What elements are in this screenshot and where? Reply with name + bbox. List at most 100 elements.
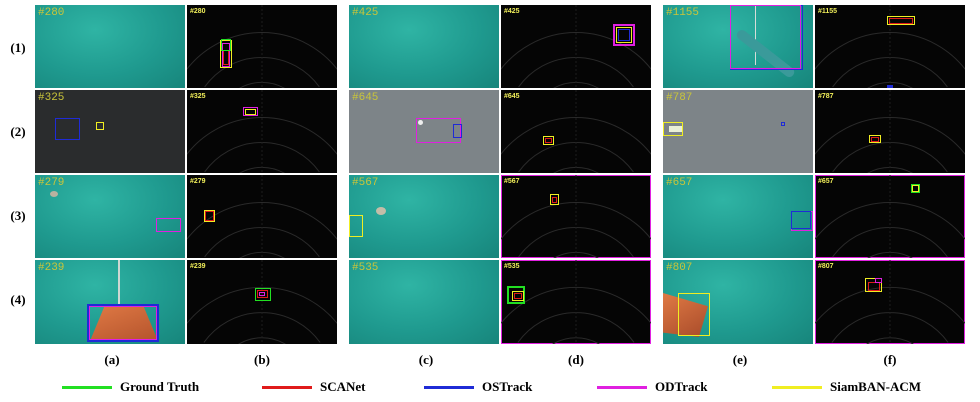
box-scanet bbox=[552, 197, 557, 203]
box-scanet bbox=[871, 137, 879, 142]
frame-number: #645 bbox=[352, 92, 379, 104]
camera-image-e4: #807 bbox=[663, 260, 813, 344]
box-ostrack bbox=[887, 85, 893, 88]
box-ground-truth bbox=[911, 184, 920, 193]
frame-number: #535 bbox=[504, 263, 520, 270]
frame-number: #425 bbox=[352, 7, 379, 19]
frame-number: #425 bbox=[504, 8, 520, 15]
sonar-range-arc bbox=[187, 202, 337, 240]
frame-number: #1155 bbox=[818, 8, 838, 15]
box-siamban bbox=[220, 40, 232, 68]
camera-image-c2: #645 bbox=[349, 90, 499, 173]
frame-number: #657 bbox=[666, 177, 693, 189]
frame-number: #280 bbox=[38, 7, 65, 19]
box-scanet bbox=[223, 50, 229, 65]
legend-swatch bbox=[597, 386, 647, 389]
frame-number: #535 bbox=[352, 262, 379, 274]
box-siamban bbox=[349, 215, 363, 237]
box-siamban bbox=[204, 210, 215, 222]
sonar-fan-outline bbox=[187, 260, 337, 344]
camera-image-c4: #535 bbox=[349, 260, 499, 344]
sonar-image-d3: #567 bbox=[501, 175, 651, 258]
sonar-fan-outline bbox=[187, 5, 337, 88]
sonar-range-arc bbox=[187, 117, 337, 155]
box-odtrack bbox=[156, 218, 181, 232]
camera-image-c3: #567 bbox=[349, 175, 499, 258]
box-scanet bbox=[205, 211, 214, 221]
box-siamban bbox=[616, 27, 632, 43]
box-odtrack bbox=[730, 5, 801, 69]
box-scanet bbox=[514, 293, 522, 299]
column-label-a: (a) bbox=[104, 352, 120, 367]
rope bbox=[755, 5, 756, 65]
box-siamban bbox=[865, 278, 882, 292]
box-siamban bbox=[912, 185, 919, 192]
sonar-image-f2: #787 bbox=[815, 90, 965, 173]
camera-image-c1: #425 bbox=[349, 5, 499, 88]
box-odtrack bbox=[222, 43, 230, 67]
box-scanet bbox=[545, 138, 552, 143]
sonar-fan-outline bbox=[501, 175, 651, 258]
frame-number: #279 bbox=[38, 177, 65, 189]
sonar-range-arc bbox=[501, 32, 651, 70]
sonar-fan-outline bbox=[501, 260, 651, 344]
box-ostrack bbox=[453, 124, 462, 138]
sonar-image-f3: #657 bbox=[815, 175, 965, 258]
row-label-2: (2) bbox=[10, 124, 26, 139]
sonar-image-f1: #1155 bbox=[815, 5, 965, 88]
box-siamban bbox=[887, 16, 915, 25]
camera-image-a2: #325 bbox=[35, 90, 185, 173]
box-ostrack bbox=[55, 118, 80, 140]
box-siamban bbox=[245, 109, 256, 115]
frame-number: #280 bbox=[190, 8, 206, 15]
legend-label: SiamBAN-ACM bbox=[830, 379, 921, 394]
legend-label: ODTrack bbox=[655, 379, 708, 394]
box-siamban bbox=[512, 291, 524, 301]
target-object bbox=[669, 126, 683, 132]
sonar-image-d4: #535 bbox=[501, 260, 651, 344]
box-odtrack bbox=[89, 306, 157, 340]
rope bbox=[118, 260, 120, 305]
frame-number: #279 bbox=[190, 178, 206, 185]
camera-image-a3: #279 bbox=[35, 175, 185, 258]
column-label-c: (c) bbox=[418, 352, 434, 367]
legend-swatch bbox=[262, 386, 312, 389]
sonar-range-arc bbox=[815, 202, 965, 240]
camera-image-e2: #787 bbox=[663, 90, 813, 173]
frame-number: #807 bbox=[818, 263, 834, 270]
camera-image-e1: #1155 bbox=[663, 5, 813, 88]
sonar-image-d2: #645 bbox=[501, 90, 651, 173]
legend-swatch bbox=[772, 386, 822, 389]
legend-label: Ground Truth bbox=[120, 379, 200, 394]
frame-number: #239 bbox=[190, 263, 206, 270]
frame-number: #807 bbox=[666, 262, 693, 274]
sonar-range-arc bbox=[815, 117, 965, 155]
sonar-range-arc bbox=[501, 286, 651, 325]
box-siamban bbox=[96, 122, 104, 130]
sonar-image-b2: #325 bbox=[187, 90, 337, 173]
camera-image-a1: #280 bbox=[35, 5, 185, 88]
frame-number: #567 bbox=[352, 177, 379, 189]
sonar-fan-outline bbox=[815, 175, 965, 258]
camera-image-e3: #657 bbox=[663, 175, 813, 258]
frame-number: #787 bbox=[818, 93, 834, 100]
row-label-4: (4) bbox=[10, 292, 26, 307]
frame-number: #567 bbox=[504, 178, 520, 185]
frame-number: #657 bbox=[818, 178, 834, 185]
box-odtrack bbox=[243, 107, 258, 116]
sonar-fan-outline bbox=[501, 5, 651, 88]
box-odtrack bbox=[613, 24, 635, 46]
sonar-range-arc bbox=[815, 286, 965, 325]
frame-number: #325 bbox=[190, 93, 206, 100]
frame-number: #645 bbox=[504, 93, 520, 100]
box-ostrack bbox=[781, 122, 785, 126]
legend-label: OSTrack bbox=[482, 379, 533, 394]
box-odtrack bbox=[259, 292, 265, 296]
column-label-e: (e) bbox=[732, 352, 748, 367]
box-ground-truth bbox=[255, 288, 271, 301]
frame-number: #239 bbox=[38, 262, 65, 274]
sonar-image-f4: #807 bbox=[815, 260, 965, 344]
box-ostrack bbox=[87, 304, 159, 342]
sonar-image-b3: #279 bbox=[187, 175, 337, 258]
target-object bbox=[418, 120, 423, 125]
